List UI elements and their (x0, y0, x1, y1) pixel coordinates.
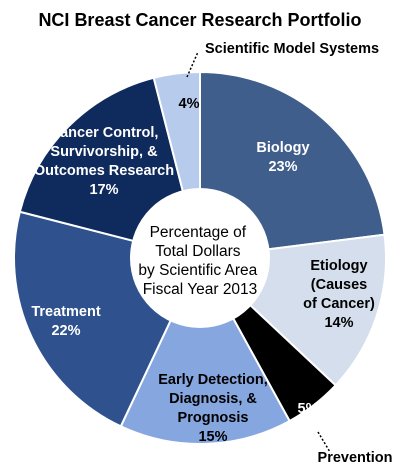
slice-labels: Biology 23% Etiology (Causes of Cancer) 14% 5%… (31, 41, 392, 466)
slice-name-label: Treatment (31, 304, 100, 320)
slice-value-label: 22% (51, 323, 80, 339)
slice-name-label: Outcomes Research (34, 163, 174, 179)
donut-hole (130, 188, 270, 328)
slice-label-early-detection-diagnosis-prognosis: Early Detection, Diagnosis, & Prognosis 15% (158, 372, 268, 445)
slice-name-label: (Causes (311, 277, 367, 293)
external-label-scientific-model-systems: Scientific Model Systems (205, 41, 379, 57)
slice-value-label: 23% (268, 159, 297, 175)
center-label-line-2: Total Dollars (155, 243, 241, 260)
center-label-line-3: by Scientific Area (138, 262, 257, 279)
slice-name-label: of Cancer) (303, 296, 375, 312)
slice-label-cancer-control-survivorship-outcomes-research: Cancer Control, Survivorship, & Outcomes R… (34, 125, 174, 198)
slice-name-label: Biology (256, 140, 309, 156)
slice-early-detection-diagnosis-prognosis (119, 255, 291, 445)
leader-line-prevention (317, 431, 331, 453)
center-label-line-1: Percentage of (150, 224, 247, 241)
center-label: Percentage of Total Dollars by Scientifi… (138, 224, 261, 298)
chart-title: NCI Breast Cancer Research Portfolio (38, 10, 361, 30)
slice-value-label: 15% (198, 429, 227, 445)
slice-value-label: 17% (89, 182, 118, 198)
slice-label-scientific-model-systems: 4% (179, 96, 200, 112)
slice-value-label: 5% (298, 401, 319, 417)
slice-name-label: Prognosis (178, 410, 249, 426)
center-label-line-4: Fiscal Year 2013 (143, 281, 258, 298)
slice-label-treatment: Treatment 22% (31, 304, 100, 339)
slice-value-label: 4% (179, 96, 200, 112)
leader-line-scientific-model-systems (186, 51, 199, 78)
slice-name-label: Etiology (310, 258, 367, 274)
slice-label-prevention: 5% (298, 401, 319, 417)
slice-name-label: Survivorship, & (50, 144, 158, 160)
slice-label-biology: Biology 23% (256, 140, 309, 175)
slice-name-label: Early Detection, (158, 372, 268, 388)
leader-lines (186, 51, 331, 453)
slice-name-label: Diagnosis, & (169, 391, 257, 407)
slice-value-label: 14% (324, 315, 353, 331)
external-label-prevention: Prevention (318, 450, 393, 466)
slice-name-label: Cancer Control, (50, 125, 159, 141)
slice-label-etiology-causes-of-cancer: Etiology (Causes of Cancer) 14% (303, 258, 375, 331)
